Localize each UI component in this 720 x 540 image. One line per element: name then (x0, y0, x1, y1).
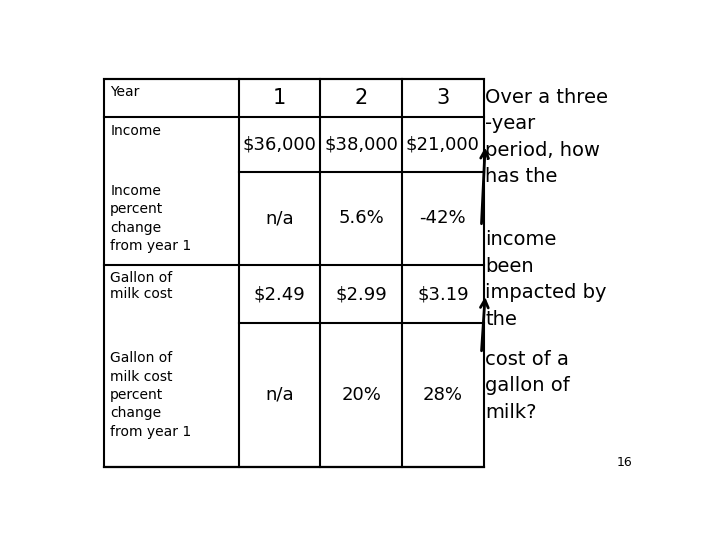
Text: Gallon of
milk cost: Gallon of milk cost (110, 271, 173, 301)
Text: Gallon of
milk cost
percent
change
from year 1: Gallon of milk cost percent change from … (110, 351, 192, 438)
Text: Income: Income (110, 124, 161, 138)
Text: 16: 16 (617, 456, 632, 469)
Text: 3: 3 (436, 88, 449, 108)
Text: $36,000: $36,000 (243, 136, 317, 154)
Text: n/a: n/a (265, 210, 294, 227)
Text: income
been
impacted by
the: income been impacted by the (485, 231, 607, 329)
Text: -42%: -42% (420, 210, 466, 227)
Text: Over a three
-year
period, how
has the: Over a three -year period, how has the (485, 88, 608, 186)
Bar (104, 79, 484, 467)
Text: 2: 2 (355, 88, 368, 108)
Text: 20%: 20% (341, 386, 381, 404)
Text: n/a: n/a (265, 386, 294, 404)
Text: $2.99: $2.99 (336, 285, 387, 303)
Text: $21,000: $21,000 (406, 136, 480, 154)
Text: 5.6%: 5.6% (338, 210, 384, 227)
Text: cost of a
gallon of
milk?: cost of a gallon of milk? (485, 350, 570, 422)
Text: 28%: 28% (423, 386, 463, 404)
Text: $38,000: $38,000 (324, 136, 398, 154)
Text: 1: 1 (273, 88, 287, 108)
Text: Year: Year (110, 85, 140, 99)
Text: $3.19: $3.19 (417, 285, 469, 303)
Text: $2.49: $2.49 (253, 285, 305, 303)
Text: Income
percent
change
from year 1: Income percent change from year 1 (110, 184, 192, 253)
